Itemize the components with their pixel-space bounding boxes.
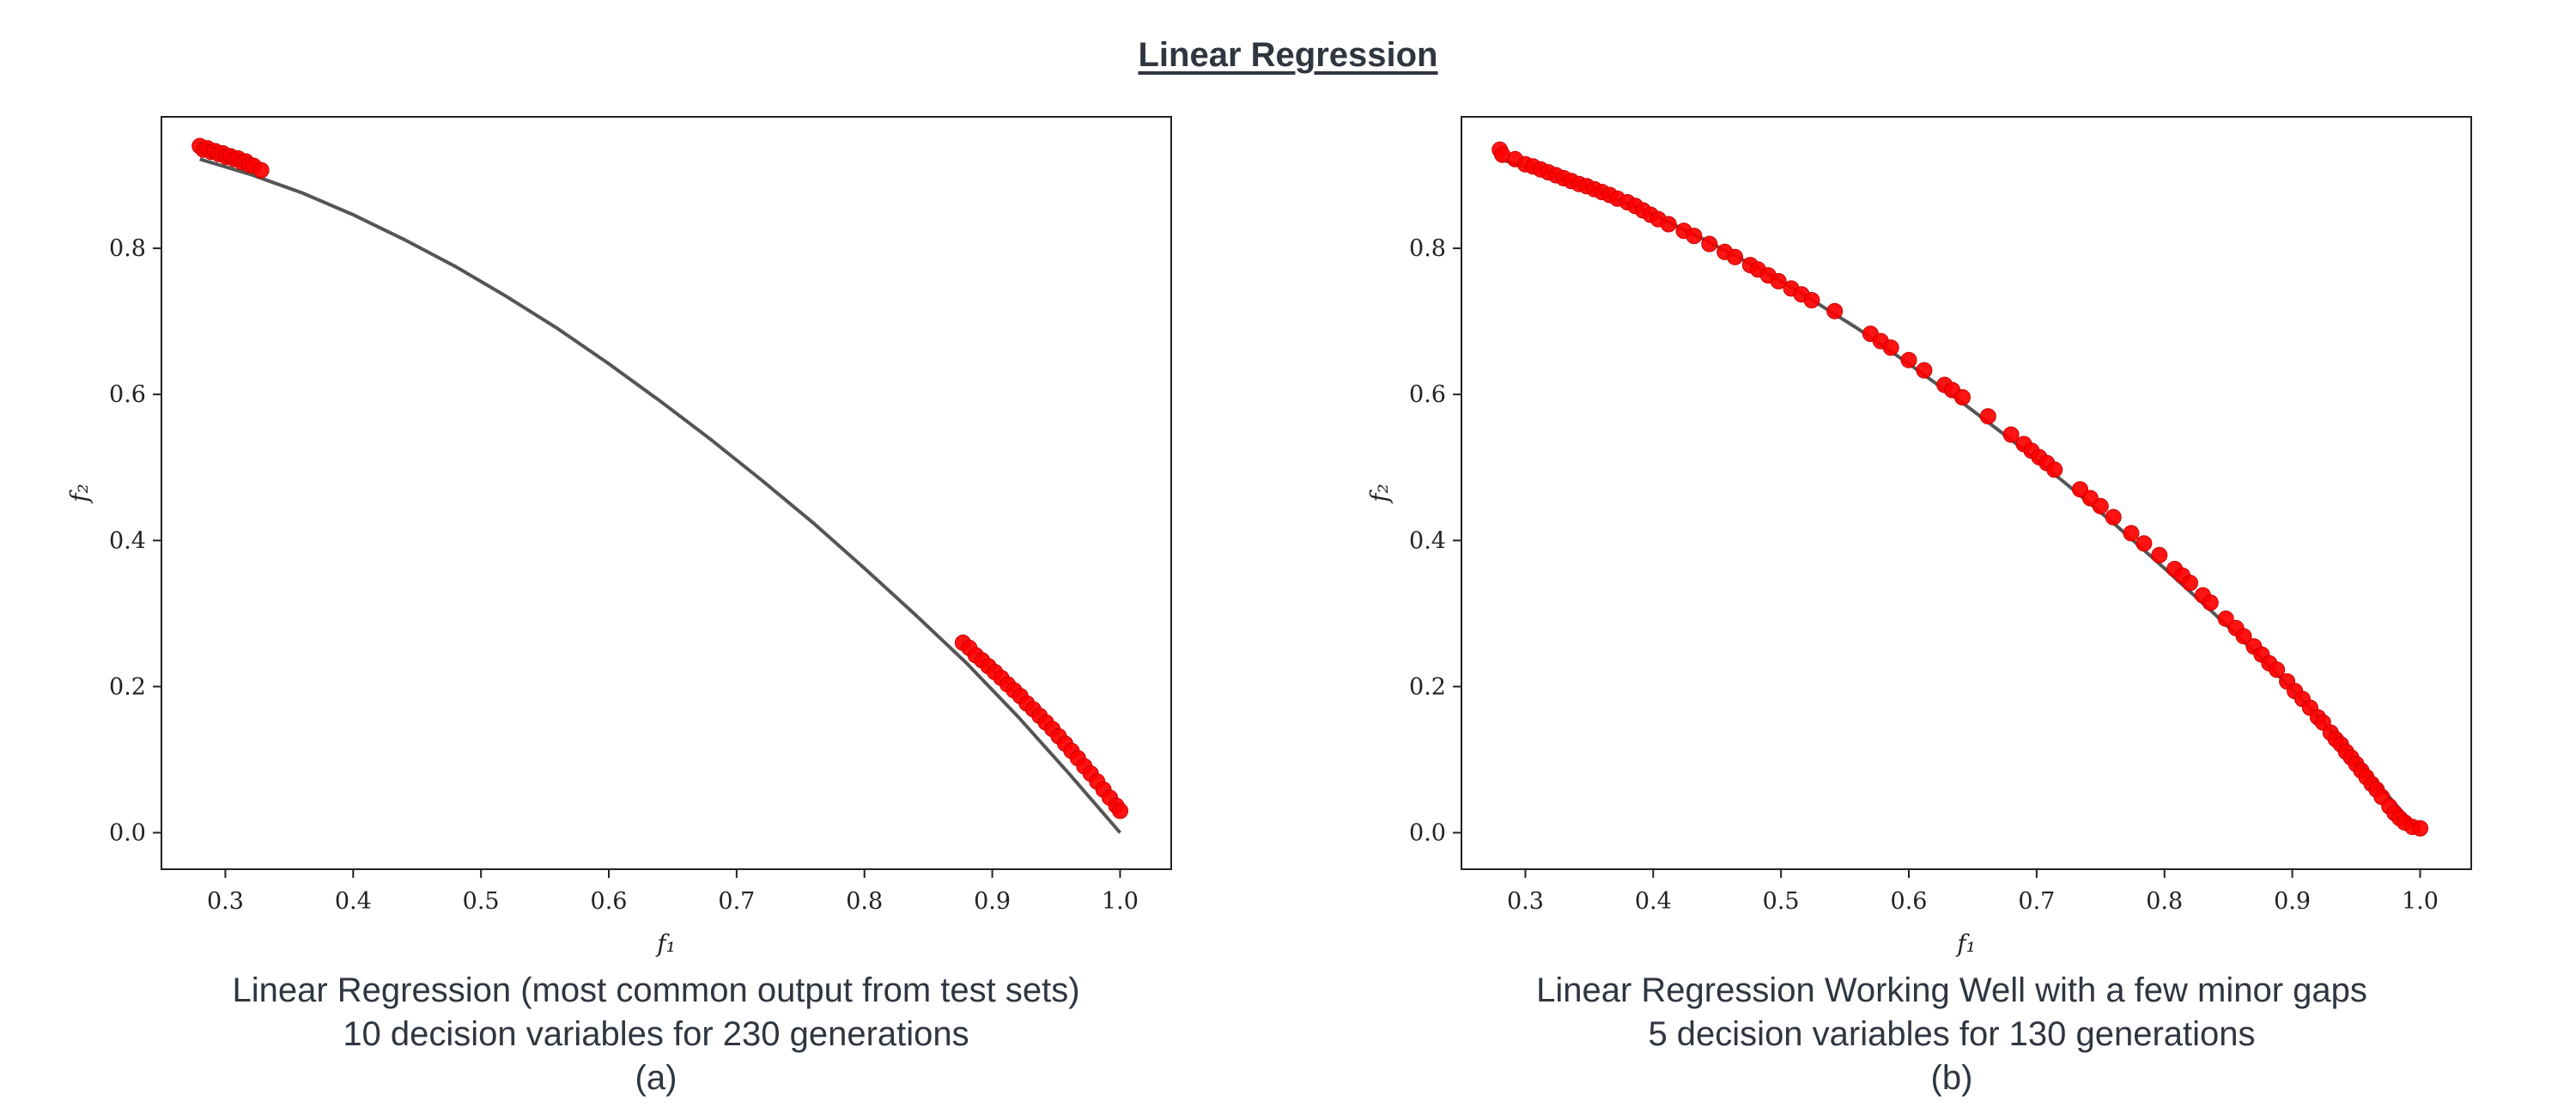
data-point: [1803, 292, 1820, 308]
y-tick-label: 0.2: [109, 673, 146, 700]
data-point: [1112, 802, 1128, 819]
data-point: [1826, 302, 1844, 320]
data-point: [1954, 389, 1971, 406]
x-tick-label: 1.0: [2402, 888, 2439, 915]
x-tick-label: 0.3: [207, 888, 244, 915]
y-tick-label: 0.8: [1409, 235, 1446, 262]
page-title: Linear Regression: [1138, 36, 1438, 74]
data-point: [2136, 535, 2153, 552]
x-axis-label: f₁: [655, 929, 676, 958]
data-point: [1916, 362, 1933, 379]
x-tick-label: 0.5: [463, 888, 500, 915]
y-tick-label: 0.4: [109, 527, 146, 554]
x-tick-label: 0.5: [1763, 888, 1800, 915]
data-point: [1770, 272, 1787, 289]
y-tick-label: 0.4: [1409, 527, 1446, 554]
data-point: [1979, 408, 1996, 425]
x-tick-label: 0.8: [846, 888, 883, 915]
x-tick-label: 0.8: [2146, 888, 2183, 915]
y-tick-label: 0.6: [109, 381, 146, 408]
points-group: [1492, 141, 2428, 837]
x-tick-label: 0.7: [718, 888, 755, 915]
y-axis-label: f₂: [65, 484, 94, 504]
charts-canvas: 0.3 0.4 0.5 0.6 0.7 0.8 0.9 1.0 0.0 0.2 0.4 0.6 0.8 f…: [65, 116, 2472, 958]
y-axis-label: f₂: [1365, 484, 1394, 504]
reference-front-line: [1499, 157, 2422, 834]
caption-b-line-3: (b): [1930, 1059, 1973, 1097]
caption-a-line-3: (a): [635, 1059, 677, 1097]
data-point: [1900, 351, 1917, 368]
x-tick-label: 0.6: [1891, 888, 1928, 915]
plot-frame: [1461, 116, 2472, 870]
y-tick-label: 0.2: [1409, 673, 1446, 700]
data-point: [1701, 235, 1718, 253]
x-tick-label: 0.9: [2274, 888, 2311, 915]
caption-a: Linear Regression (most common output fr…: [55, 969, 1257, 1100]
data-point: [2151, 546, 2168, 563]
y-tick-label: 0.0: [109, 819, 146, 846]
x-axis-label: f₁: [1955, 929, 1976, 958]
x-tick-label: 0.6: [591, 888, 628, 915]
data-point: [2123, 525, 2140, 542]
data-point: [1727, 248, 1744, 265]
caption-b-line-2: 5 decision variables for 130 generations: [1648, 1015, 2256, 1053]
data-point: [1882, 339, 1899, 356]
data-point: [2105, 508, 2122, 526]
points-group: [191, 137, 1128, 819]
x-tick-label: 1.0: [1102, 888, 1139, 915]
x-tick-label: 0.4: [1635, 888, 1672, 915]
x-tick-label: 0.7: [2018, 888, 2055, 915]
data-point: [2217, 610, 2234, 627]
y-tick-label: 0.6: [1409, 381, 1446, 408]
reference-front-line: [199, 157, 1122, 834]
x-tick-label: 0.4: [335, 888, 372, 915]
caption-a-line-1: Linear Regression (most common output fr…: [232, 971, 1080, 1009]
plot-frame: [161, 116, 1172, 870]
y-tick-label: 0.0: [1409, 819, 1446, 846]
chart-a: 0.3 0.4 0.5 0.6 0.7 0.8 0.9 1.0 0.0 0.2 0.4 0.6 0.8 f…: [65, 116, 1172, 958]
x-tick-label: 0.9: [974, 888, 1011, 915]
data-point: [2235, 628, 2252, 645]
data-point: [2182, 575, 2198, 592]
data-point: [2092, 497, 2109, 514]
caption-b: Linear Regression Working Well with a fe…: [1351, 969, 2553, 1100]
data-point: [2202, 594, 2219, 612]
caption-b-line-1: Linear Regression Working Well with a fe…: [1536, 971, 2367, 1009]
x-tick-label: 0.3: [1507, 888, 1544, 915]
data-point: [2046, 461, 2063, 478]
data-point: [252, 161, 270, 179]
caption-a-line-2: 10 decision variables for 230 generation…: [343, 1015, 969, 1053]
data-point: [2002, 426, 2020, 443]
data-point: [2412, 819, 2428, 837]
chart-b: 0.3 0.4 0.5 0.6 0.7 0.8 0.9 1.0 0.0 0.2 0.4 0.6 0.8 f…: [1365, 116, 2472, 958]
data-point: [2269, 661, 2286, 679]
y-tick-label: 0.8: [109, 235, 146, 262]
data-point: [1660, 216, 1677, 233]
data-point: [1686, 228, 1703, 245]
